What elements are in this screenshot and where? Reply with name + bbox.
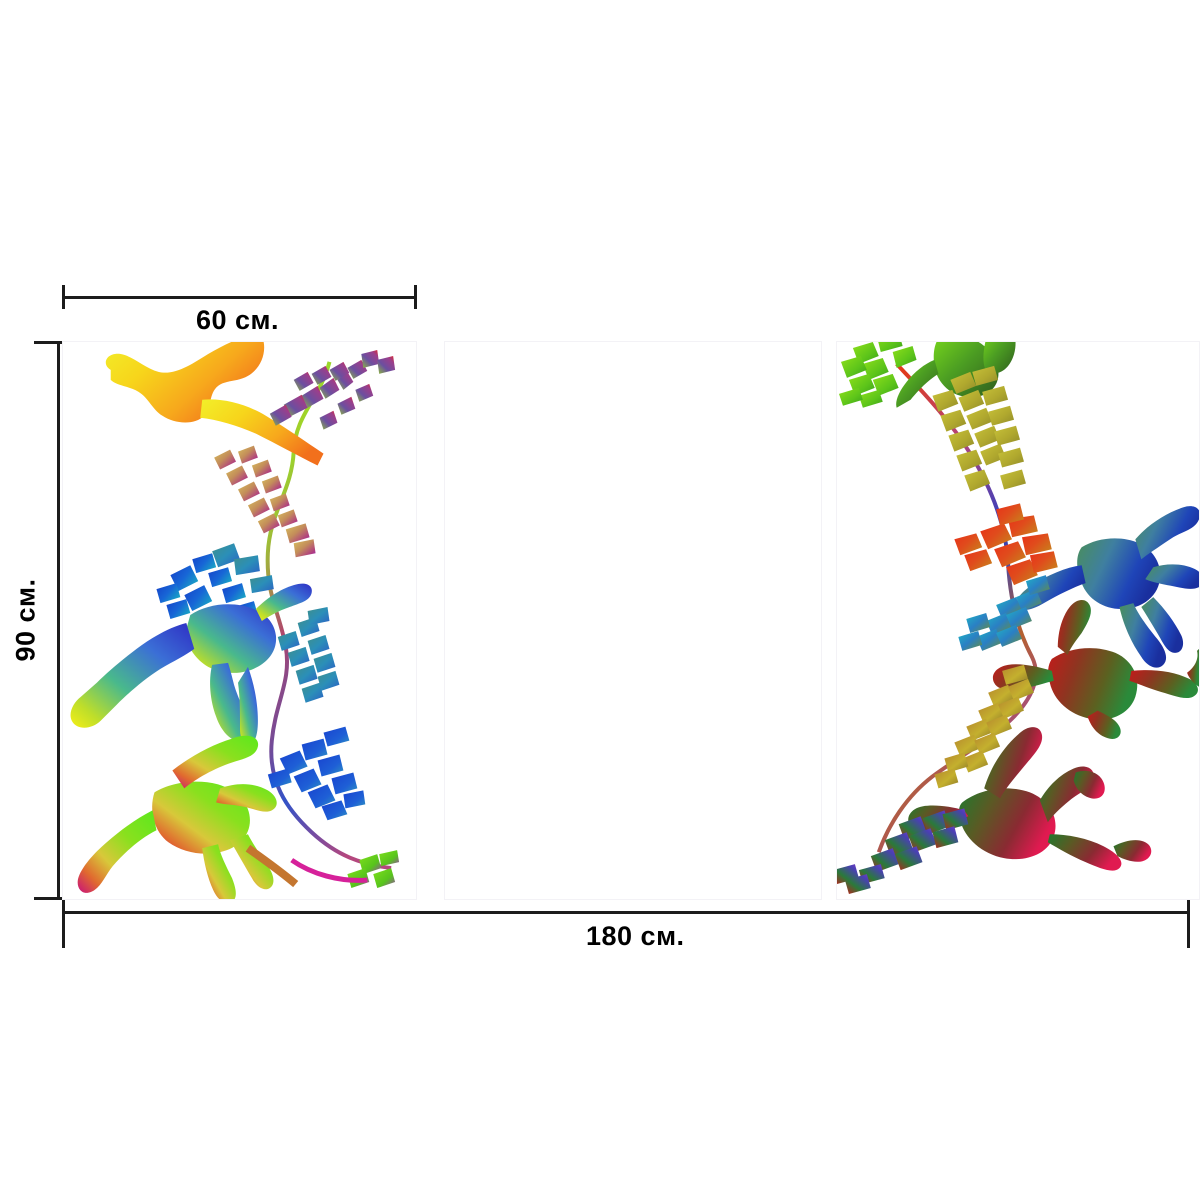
vine-tip-bottom — [245, 844, 368, 888]
dimension-tick-top-right — [414, 285, 417, 309]
fern-leaf-purple-red — [269, 349, 396, 430]
dimension-line-width-bottom — [62, 911, 1190, 914]
dimension-label-total-width: 180 см. — [586, 921, 685, 951]
dimension-label-panel-width: 60 см. — [196, 305, 280, 335]
fern-leaf-olive — [932, 365, 1026, 492]
fern-leaf-tan-magenta — [214, 445, 316, 558]
fern-leaf-purple-bottom — [837, 808, 969, 895]
fern-leaf-green-bottom — [347, 850, 400, 889]
dimension-tick-top-left — [62, 285, 65, 309]
panel-right-artwork — [837, 342, 1199, 895]
art-panel-left[interactable] — [62, 341, 417, 900]
fern-leaf-gold — [934, 664, 1034, 789]
dimension-line-height — [57, 341, 60, 900]
dimension-line-width-top — [62, 296, 417, 299]
art-panel-right[interactable] — [836, 341, 1200, 900]
monkey-silhouette-yellow — [105, 342, 324, 466]
dimension-tick-bottom-right — [1187, 900, 1190, 948]
monkey-silhouette-green — [77, 735, 277, 899]
dimension-label-panel-height: 90 см. — [10, 578, 41, 662]
fern-leaf-blue-bottom — [267, 726, 366, 821]
panel-center-artwork — [445, 342, 821, 899]
fern-leaf-red — [954, 503, 1058, 586]
panel-left-artwork — [70, 342, 400, 899]
monkey-silhouette-greenred — [908, 727, 1152, 871]
monkey-silhouette-greenblue — [1016, 506, 1199, 668]
fern-leaf-lime-top — [838, 342, 917, 408]
dimension-tick-height-bottom — [34, 897, 74, 900]
fern-leaf-cyan — [958, 575, 1050, 651]
dimension-tick-height-top — [34, 341, 74, 344]
art-panel-center[interactable] — [444, 341, 822, 900]
dimension-tick-bottom-left — [62, 900, 65, 948]
fern-leaf-teal-mid — [277, 607, 340, 703]
monkey-silhouette-redgreen — [992, 599, 1199, 739]
monkey-silhouette-blue — [70, 583, 312, 745]
